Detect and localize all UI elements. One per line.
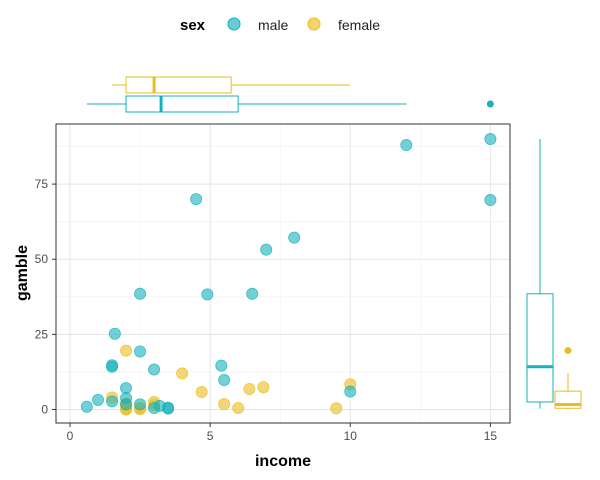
box: [125, 95, 239, 113]
point-male: [106, 359, 119, 372]
gamble-boxplot-male: [526, 139, 554, 409]
point-male: [400, 139, 413, 152]
y-tick-label: 75: [35, 177, 49, 191]
point-female: [330, 402, 343, 415]
legend: sex male female: [180, 17, 380, 34]
box: [125, 76, 232, 94]
point-male: [134, 287, 147, 300]
x-tick-label: 15: [484, 429, 498, 443]
y-axis-title: gamble: [14, 245, 31, 301]
legend-title: sex: [180, 17, 206, 34]
point-male: [201, 288, 214, 301]
point-male: [190, 193, 203, 206]
point-male: [215, 359, 228, 372]
x-tick-label: 10: [344, 429, 358, 443]
y-tick-label: 25: [35, 327, 49, 341]
point-male: [120, 382, 133, 395]
income-marginal-boxplots: [86, 76, 494, 113]
legend-key-female: [307, 17, 321, 31]
point-male: [246, 287, 259, 300]
point-male: [92, 393, 105, 406]
point-male: [162, 401, 175, 414]
grid: [56, 124, 510, 423]
x-tick-label: 0: [67, 429, 74, 443]
legend-label-female: female: [338, 17, 380, 33]
point-male: [148, 363, 161, 376]
x-axis-title: income: [255, 453, 311, 470]
gamble-boxplot-female: [554, 347, 582, 410]
point-male: [484, 194, 497, 207]
y-axis: 0 25 50 75: [35, 177, 56, 416]
point-male: [344, 385, 357, 398]
box: [526, 293, 554, 403]
legend-label-male: male: [258, 17, 289, 33]
panel-border: [55, 123, 511, 424]
point-male: [484, 133, 497, 146]
point-female: [120, 344, 133, 357]
y-tick-label: 50: [35, 252, 49, 266]
data-points: [80, 133, 497, 416]
income-boxplot-female: [112, 76, 351, 94]
point-male: [218, 374, 231, 387]
point-male: [288, 231, 301, 244]
point-male: [108, 327, 121, 340]
point-male: [134, 398, 147, 411]
point-female: [243, 383, 256, 396]
point-female: [195, 386, 208, 399]
point-male: [80, 400, 93, 413]
gamble-marginal-boxplots: [526, 139, 582, 410]
outlier: [486, 100, 494, 108]
point-male: [134, 345, 147, 358]
point-male: [106, 395, 119, 408]
point-female: [257, 381, 270, 394]
legend-key-male: [227, 17, 241, 31]
point-male: [260, 243, 273, 256]
outlier: [564, 347, 572, 355]
x-axis: 0 5 10 15: [67, 423, 498, 443]
point-female: [176, 367, 189, 380]
y-tick-label: 0: [41, 402, 48, 416]
point-female: [232, 401, 245, 414]
income-boxplot-male: [86, 95, 494, 113]
x-tick-label: 5: [207, 429, 214, 443]
point-female: [218, 398, 231, 411]
